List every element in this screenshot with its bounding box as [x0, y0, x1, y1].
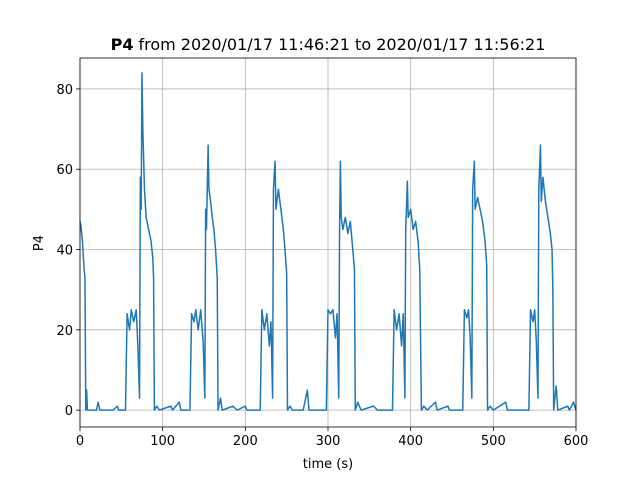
chart-title: P4 from 2020/01/17 11:46:21 to 2020/01/17…	[111, 35, 546, 54]
y-axis-label: P4	[32, 235, 47, 251]
x-tick-label: 400	[398, 434, 423, 449]
y-tick-label: 0	[65, 404, 73, 419]
x-tick-label: 100	[150, 434, 175, 449]
data-line	[79, 72, 577, 411]
y-tick-label: 80	[56, 83, 73, 98]
y-tick-label: 60	[56, 163, 73, 178]
x-tick-label: 500	[481, 434, 506, 449]
plot-frame	[79, 57, 577, 428]
x-tick-label: 600	[564, 434, 589, 449]
x-axis-label: time (s)	[303, 457, 353, 472]
y-tick-label: 40	[56, 244, 73, 259]
title-text: from 2020/01/17 11:46:21 to 2020/01/17 1…	[138, 35, 545, 54]
y-tick-label: 20	[56, 324, 73, 339]
x-tick-label: 0	[76, 434, 84, 449]
title-name: P4	[111, 35, 134, 54]
x-tick-label: 200	[233, 434, 258, 449]
x-tick-label: 300	[316, 434, 341, 449]
